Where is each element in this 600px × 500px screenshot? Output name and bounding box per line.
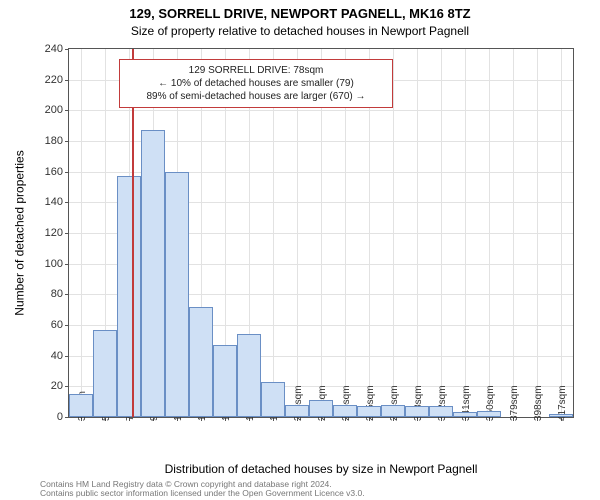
ytick-label: 160 (45, 166, 63, 178)
ytick-mark (65, 325, 69, 326)
histogram-bar (285, 405, 309, 417)
ytick-label: 240 (45, 43, 63, 55)
y-axis-label-text: Number of detached properties (13, 150, 27, 315)
histogram-bar (357, 406, 381, 417)
histogram-bar (141, 130, 165, 417)
histogram-bar (93, 330, 117, 417)
histogram-bar (165, 172, 189, 417)
ytick-label: 80 (51, 288, 63, 300)
x-axis-label: Distribution of detached houses by size … (68, 462, 574, 476)
chart-title-sub: Size of property relative to detached ho… (0, 24, 600, 38)
gridline-v (489, 49, 490, 417)
ytick-mark (65, 141, 69, 142)
ytick-mark (65, 264, 69, 265)
gridline-v (81, 49, 82, 417)
ytick-mark (65, 110, 69, 111)
ytick-label: 120 (45, 227, 63, 239)
gridline-v (465, 49, 466, 417)
ytick-label: 0 (57, 411, 63, 423)
gridline-v (513, 49, 514, 417)
ytick-mark (65, 356, 69, 357)
gridline-v (393, 49, 394, 417)
annotation-box: 129 SORRELL DRIVE: 78sqm← 10% of detache… (119, 59, 393, 108)
ytick-label: 220 (45, 74, 63, 86)
histogram-bar (549, 414, 573, 417)
histogram-bar (405, 406, 429, 417)
credits-line2: Contains public sector information licen… (40, 489, 365, 498)
annotation-line: ← 10% of detached houses are smaller (79… (128, 77, 384, 90)
chart-title-main: 129, SORRELL DRIVE, NEWPORT PAGNELL, MK1… (0, 6, 600, 21)
ytick-label: 200 (45, 104, 63, 116)
ytick-label: 180 (45, 135, 63, 147)
ytick-label: 40 (51, 350, 63, 362)
histogram-bar (333, 405, 357, 417)
gridline-v (417, 49, 418, 417)
histogram-bar (429, 406, 453, 417)
ytick-label: 140 (45, 196, 63, 208)
y-axis-label: Number of detached properties (12, 48, 28, 418)
gridline-v (561, 49, 562, 417)
ytick-mark (65, 172, 69, 173)
xtick-label: 398sqm (533, 385, 544, 421)
histogram-bar (381, 405, 405, 417)
gridline-v (441, 49, 442, 417)
ytick-mark (65, 80, 69, 81)
ytick-mark (65, 233, 69, 234)
histogram-bar (237, 334, 261, 417)
gridline-v (537, 49, 538, 417)
histogram-bar (453, 412, 477, 417)
ytick-label: 60 (51, 319, 63, 331)
ytick-mark (65, 202, 69, 203)
annotation-line: 89% of semi-detached houses are larger (… (128, 90, 384, 103)
histogram-bar (477, 411, 501, 417)
ytick-mark (65, 49, 69, 50)
annotation-line: 129 SORRELL DRIVE: 78sqm (128, 64, 384, 77)
xtick-label: 379sqm (509, 385, 520, 421)
histogram-bar (213, 345, 237, 417)
histogram-bar (261, 382, 285, 417)
ytick-mark (65, 386, 69, 387)
histogram-bar (117, 176, 141, 417)
histogram-bar (309, 400, 333, 417)
ytick-label: 100 (45, 258, 63, 270)
histogram-bar (69, 394, 93, 417)
credits: Contains HM Land Registry data © Crown c… (40, 480, 365, 499)
histogram-bar (189, 307, 213, 417)
ytick-mark (65, 417, 69, 418)
ytick-mark (65, 294, 69, 295)
ytick-label: 20 (51, 380, 63, 392)
plot-area: 02040608010012014016018020022024037sqm56… (68, 48, 574, 418)
